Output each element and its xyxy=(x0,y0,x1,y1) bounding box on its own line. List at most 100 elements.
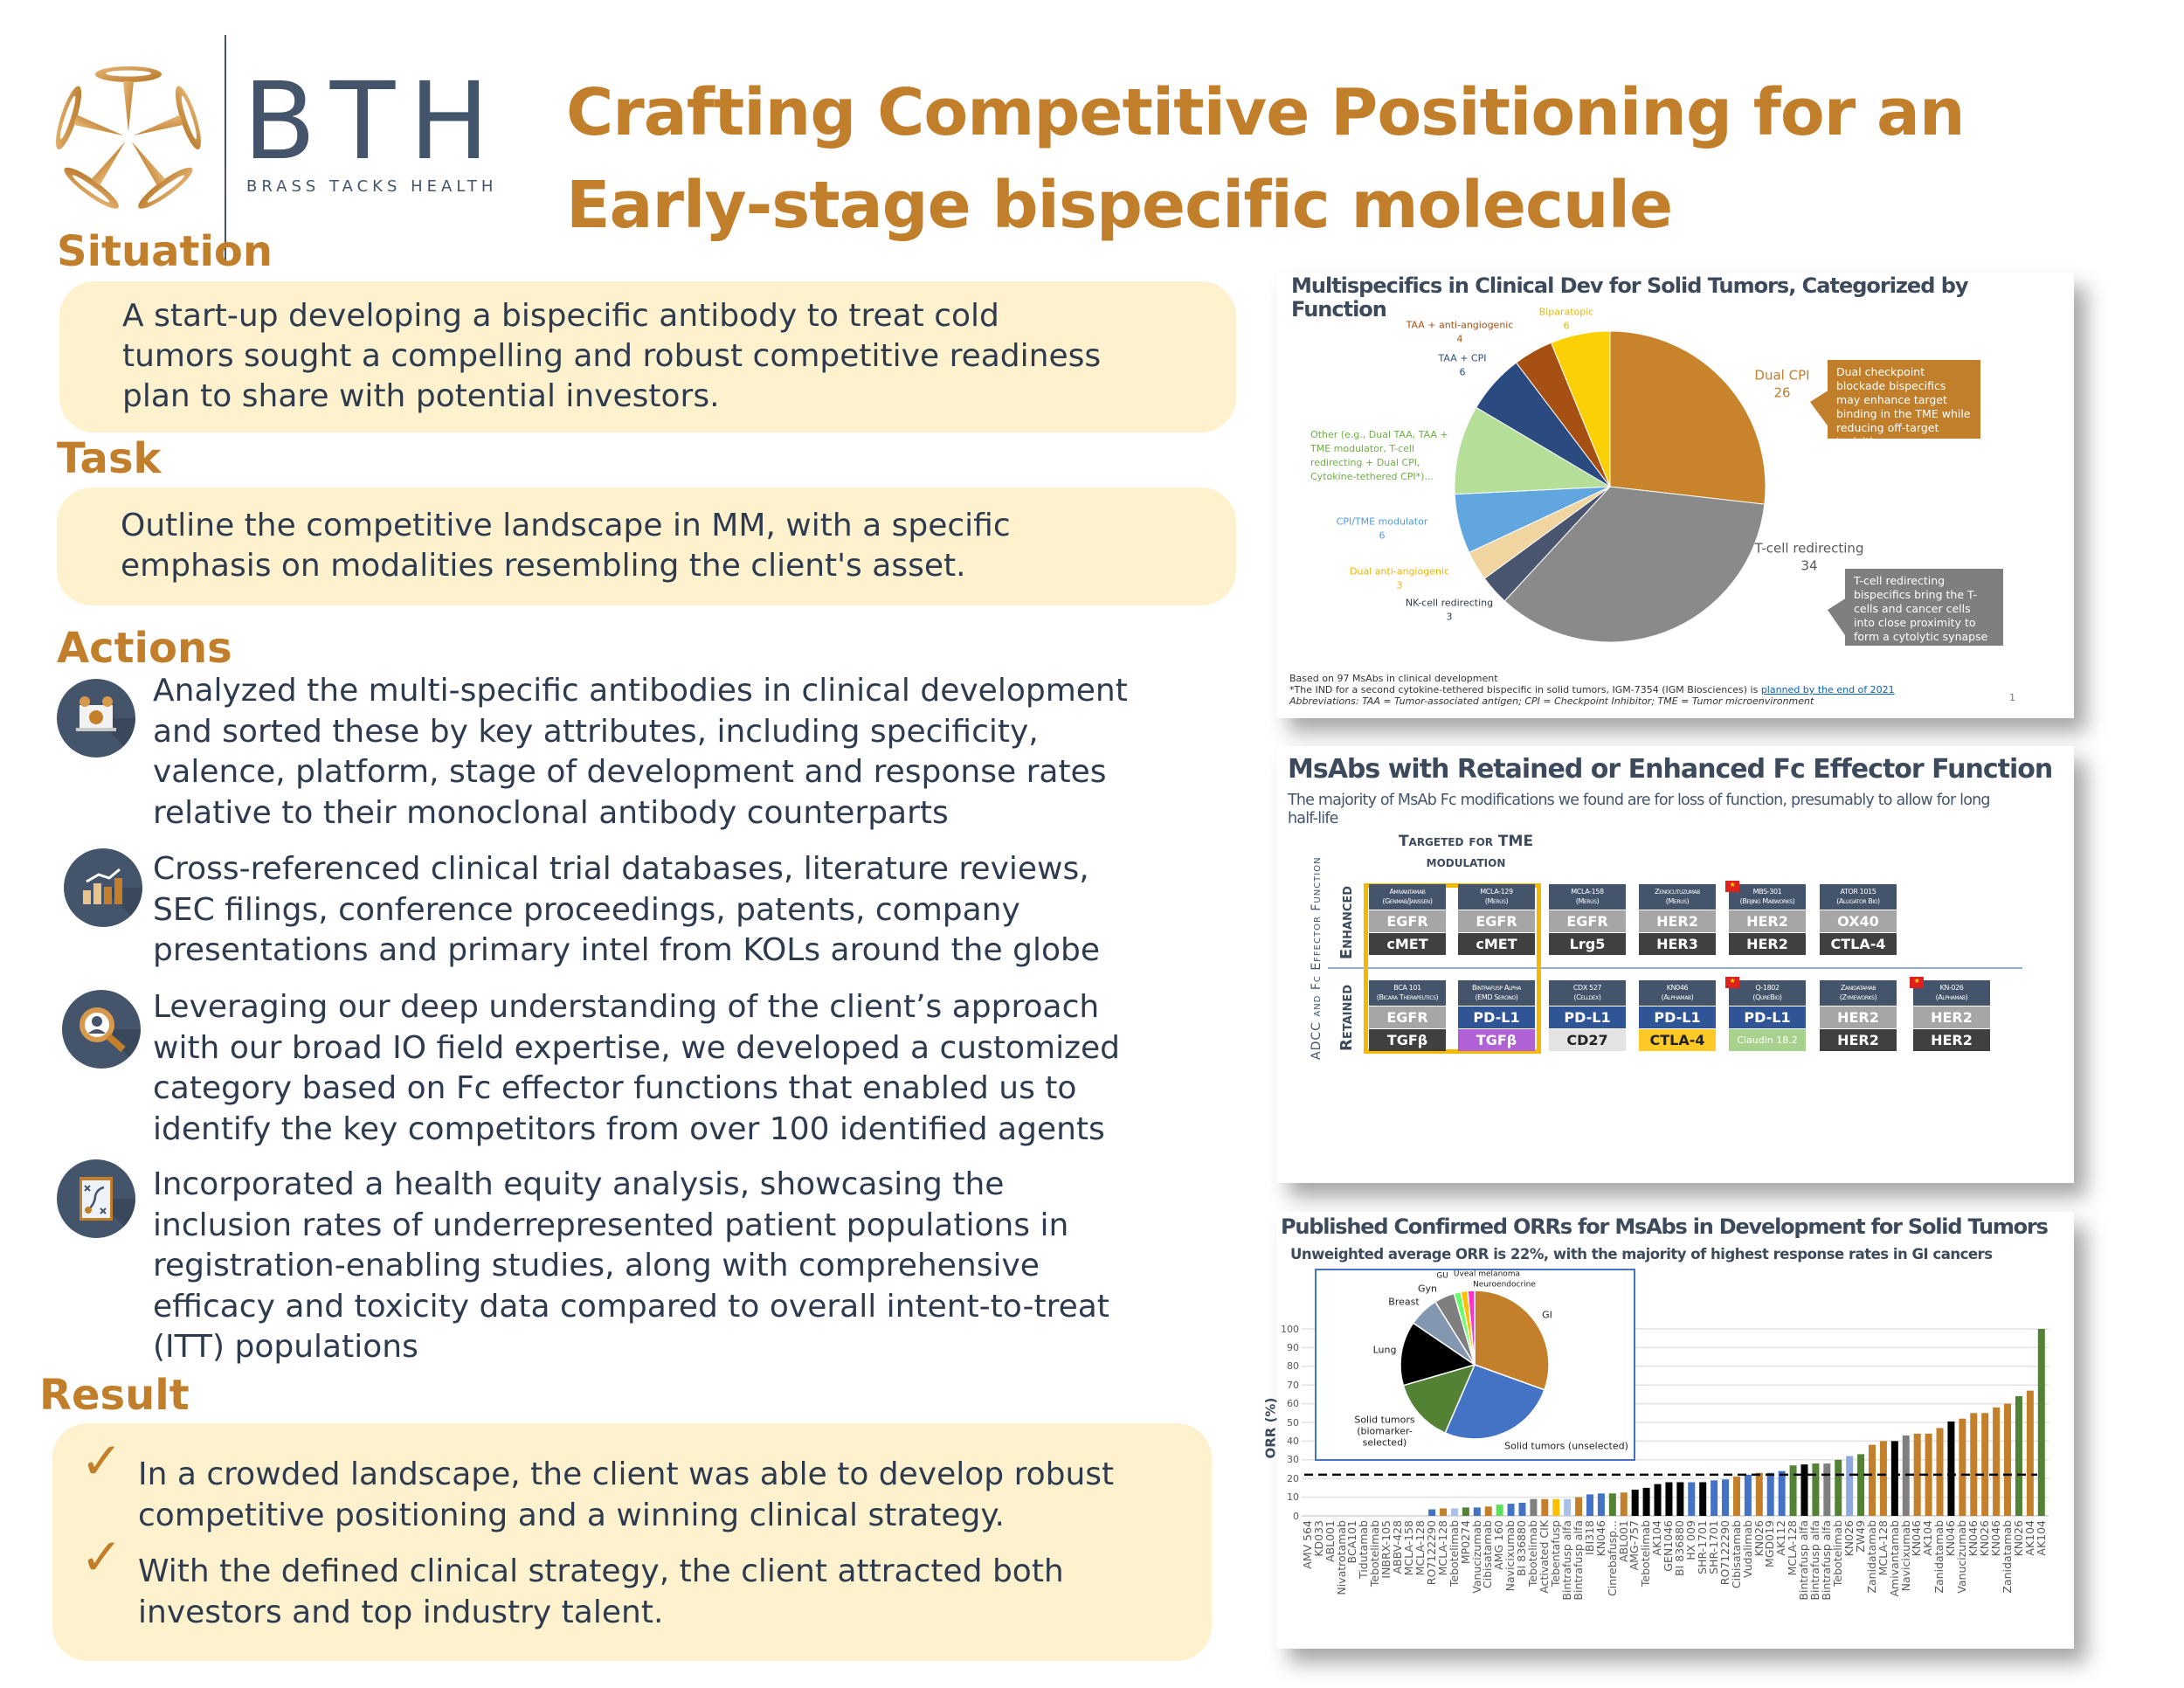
logo-divider xyxy=(225,35,226,264)
pie-value-label: 26 xyxy=(1773,384,1791,401)
action-text: Analyzed the multi-specific antibodies i… xyxy=(153,673,1128,709)
bar xyxy=(1473,1507,1481,1516)
card-target-2: Claudin 18.2 xyxy=(1729,1028,1806,1051)
bar xyxy=(1642,1487,1650,1516)
task-box: Outline the competitive landscape in MM,… xyxy=(57,488,1236,605)
inset-pie-label: Solid tumors (biomarker-selected) xyxy=(1354,1414,1415,1449)
pie-label: NK-cell redirecting xyxy=(1405,597,1494,609)
pie-slice-tcell xyxy=(1503,486,1766,643)
bar xyxy=(1620,1492,1628,1516)
action-text: inclusion rates of underrepresented pati… xyxy=(153,1207,1069,1243)
card-company: (QureBio) xyxy=(1752,993,1782,1001)
bar xyxy=(1981,1413,1989,1516)
result-heading: Result xyxy=(39,1371,190,1420)
card-header: ★ MBS-301 (Beijing Mabworks) xyxy=(1725,881,1806,910)
checkmark-icon: ✓ xyxy=(80,1431,123,1491)
inset-pie-label: GI xyxy=(1542,1309,1552,1321)
card-target-2: TGFβ xyxy=(1369,1028,1446,1051)
card-company: (EMD Serono) xyxy=(1475,993,1518,1001)
pie-label: T-cell redirecting xyxy=(1754,540,1864,557)
bar xyxy=(1722,1479,1730,1516)
result-text: With the defined clinical strategy, the … xyxy=(138,1553,1064,1589)
bar xyxy=(1699,1482,1707,1516)
card-drug-name: KN-026 xyxy=(1939,984,1964,992)
bar xyxy=(1890,1441,1898,1516)
card-target-1: PD-L1 xyxy=(1549,1006,1626,1028)
card-target-2: HER3 xyxy=(1639,932,1716,955)
bar xyxy=(1507,1504,1515,1516)
result-box: ✓ In a crowded landscape, the client was… xyxy=(52,1423,1212,1661)
card-target-1: OX40 xyxy=(1820,910,1897,932)
fc-card-amivantamab: Amivantamab (Genmab/Janssen) EGFR cMET xyxy=(1369,884,1446,955)
orr-title: Published Confirmed ORRs for MsAbs in De… xyxy=(1281,1214,2049,1239)
card-header: ATOR 1015 (Alligator Bio) xyxy=(1820,884,1897,910)
situation-text: tumors sought a compelling and robust co… xyxy=(122,338,1102,374)
fc-card-mbs-301: ★ MBS-301 (Beijing Mabworks) HER2 HER2 xyxy=(1725,881,1806,955)
y-tick-label: 40 xyxy=(1287,1435,1299,1447)
card-drug-name: Bintrafusp Alpha xyxy=(1472,984,1521,992)
inset-pie-slice xyxy=(1444,1364,1545,1440)
y-tick-label: 30 xyxy=(1287,1454,1299,1466)
situation-text: plan to share with potential investors. xyxy=(122,378,720,414)
action-text: and sorted these by key attributes, incl… xyxy=(153,713,1039,750)
actions-heading: Actions xyxy=(57,624,232,673)
action-text: Leveraging our deep understanding of the… xyxy=(153,989,1100,1025)
card-company: (Beijing Mabworks) xyxy=(1739,897,1795,905)
bar xyxy=(1869,1444,1876,1516)
pie-value-label: 3 xyxy=(1446,611,1453,623)
pie-value-label: 34 xyxy=(1800,557,1818,574)
tcell-callout: T-cell redirecting bispecifics bring the… xyxy=(1845,569,2003,671)
bar xyxy=(1676,1482,1684,1516)
card-target-1: HER2 xyxy=(1639,910,1716,932)
task-text: Outline the competitive landscape in MM,… xyxy=(121,508,1011,543)
checkmark-icon: ✓ xyxy=(80,1527,123,1587)
fc-card-kn-026: ★ KN-026 (Alphamab) HER2 HER2 xyxy=(1910,977,1990,1051)
card-company: (Alphamab) xyxy=(1661,993,1694,1001)
y-tick-label: 50 xyxy=(1287,1416,1299,1429)
row-divider xyxy=(1328,967,2022,969)
slide-page-number: 1 xyxy=(2009,692,2015,703)
pie-slice-dual xyxy=(1609,330,1766,505)
pie-label: TAA + anti-angiogenic xyxy=(1406,319,1514,331)
card-target-2: TGFβ xyxy=(1458,1028,1535,1051)
footnote-link[interactable]: planned by the end of 2021 xyxy=(1760,684,1895,695)
card-target-1: EGFR xyxy=(1369,1006,1446,1028)
bar xyxy=(1812,1463,1820,1516)
bar xyxy=(1450,1508,1458,1516)
card-header: ★ Q-1802 (QureBio) xyxy=(1725,977,1806,1006)
card-drug-name: MBS-301 xyxy=(1752,888,1782,896)
bar xyxy=(1970,1413,1978,1516)
card-target-2: CD27 xyxy=(1549,1028,1626,1051)
action-text: with our broad IO field expertise, we de… xyxy=(153,1029,1120,1066)
card-drug-name: Amivantamab xyxy=(1389,888,1426,896)
action-text: SEC filings, conference proceedings, pat… xyxy=(153,891,1020,928)
card-header: BCA 101 (Bicara Therapeutics) xyxy=(1369,980,1446,1006)
tme-highlight-box xyxy=(1364,883,1541,1054)
inset-pie-slice xyxy=(1474,1290,1550,1391)
card-company: (Alligator Bio) xyxy=(1836,897,1880,905)
footnote-text: *The IND for a second cytokine-tethered … xyxy=(1289,684,1761,695)
card-target-2: cMET xyxy=(1369,932,1446,955)
task-heading: Task xyxy=(57,434,162,483)
action-text: category based on Fc effector functions … xyxy=(153,1070,1077,1106)
bar xyxy=(1586,1494,1593,1516)
pie-label: Dual anti-angiogenic xyxy=(1349,565,1450,578)
bar xyxy=(1597,1493,1605,1516)
action-text: identify the key competitors from over 1… xyxy=(153,1110,1105,1147)
card-drug-name: MCLA-129 xyxy=(1480,888,1513,896)
pie-value-label: 3 xyxy=(1396,579,1403,591)
task-text: emphasis on modalities resembling the cl… xyxy=(121,548,966,584)
brass-tacks-logo-icon xyxy=(52,66,205,211)
card-drug-name: Zanidatamab xyxy=(1840,984,1876,992)
bar xyxy=(2037,1329,2045,1516)
action-text: Cross-referenced clinical trial database… xyxy=(153,851,1089,887)
bar xyxy=(1564,1498,1572,1516)
pie-footnotes: Based on 97 MsAbs in clinical developmen… xyxy=(1289,673,1895,707)
card-target-1: EGFR xyxy=(1369,910,1446,932)
fc-subtitle-line: half-life xyxy=(1288,810,1338,827)
bar xyxy=(1575,1497,1583,1516)
fc-title: MsAbs with Retained or Enhanced Fc Effec… xyxy=(1288,754,2053,785)
bar xyxy=(1541,1498,1549,1516)
fc-card-cdx-527: CDX 527 (Celldex) PD-L1 CD27 xyxy=(1549,980,1626,1051)
